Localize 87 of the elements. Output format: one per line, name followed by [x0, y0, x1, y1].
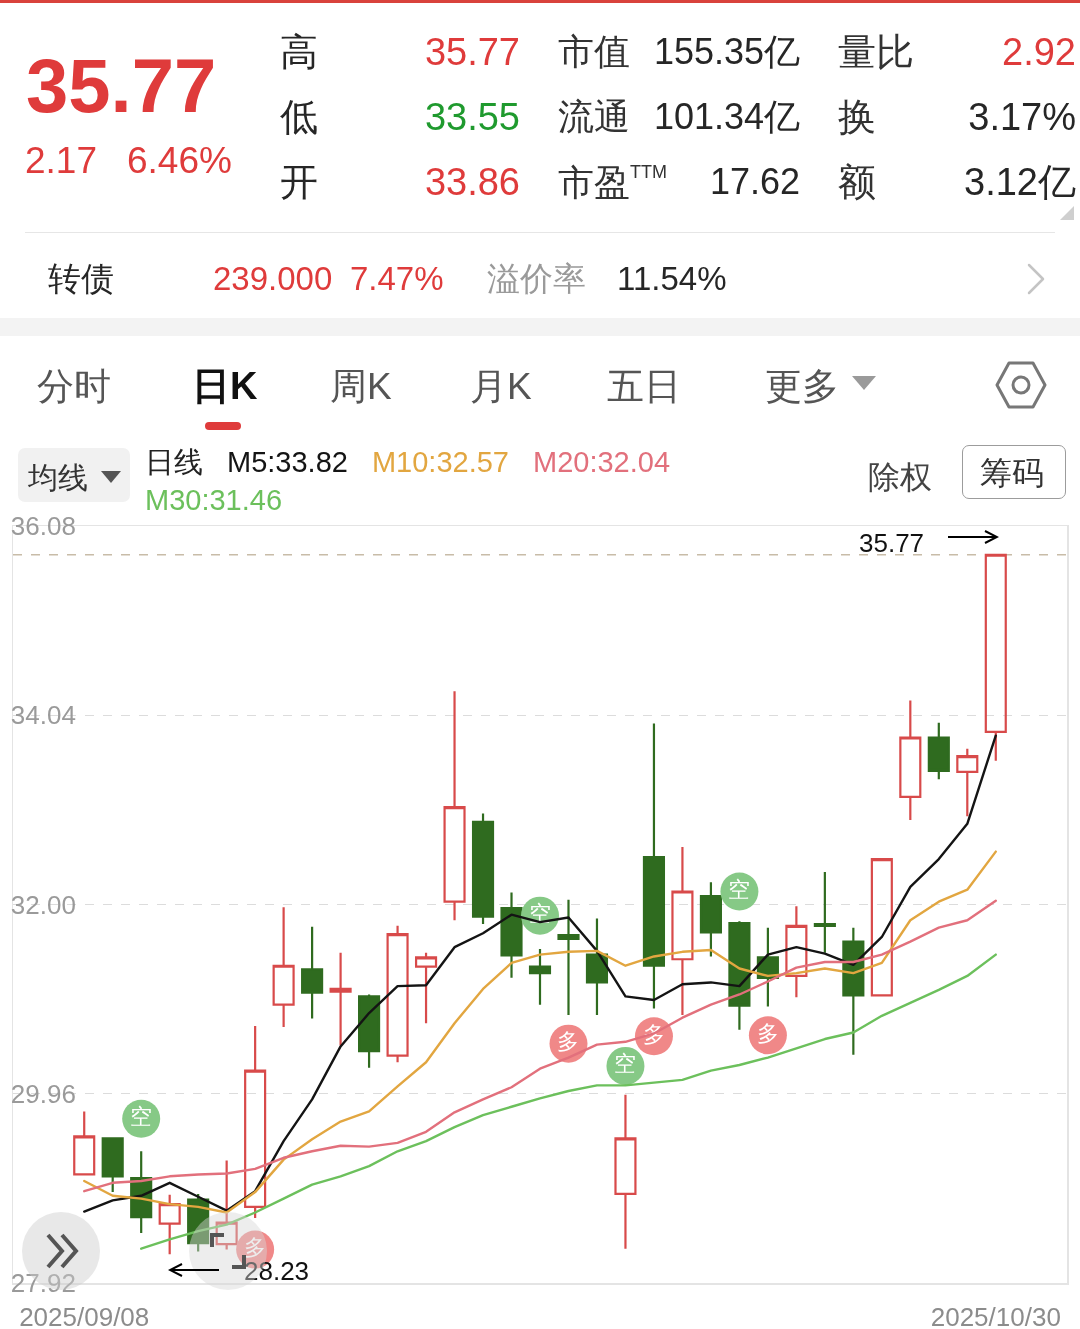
y-tick-label: 32.00 [10, 889, 76, 920]
text: 市值 [558, 31, 630, 72]
text: 分时 [37, 365, 111, 407]
y-tick-label: 34.04 [10, 700, 76, 731]
text: 35.77 [424, 31, 520, 73]
y-tick-label: 36.08 [10, 511, 76, 542]
text: 除权 [868, 459, 932, 495]
line-series [83, 899, 997, 1193]
candlestick [158, 1193, 181, 1256]
data-label: 空 [614, 1051, 637, 1077]
text: 额 [838, 161, 876, 203]
candlestick [813, 870, 836, 954]
candlestick [614, 1093, 637, 1250]
candlestick [671, 845, 694, 1016]
text: 33.86 [424, 161, 520, 203]
text: 五日 [607, 365, 681, 407]
text: 7.47% [350, 259, 444, 297]
candlestick [471, 812, 495, 926]
text: 溢价率 [487, 259, 586, 297]
text: 101.34亿 [653, 96, 800, 137]
text: 6.46% [127, 139, 232, 181]
candlestick [443, 690, 466, 922]
text: 低 [280, 96, 318, 138]
text: 流通 [558, 96, 630, 137]
y-tick-label: 29.96 [10, 1078, 76, 1109]
candlestick [500, 891, 523, 979]
candlestick [984, 553, 1007, 762]
candlestick [414, 951, 438, 1025]
text: 33.55 [424, 96, 520, 138]
text: M30:31.46 [145, 483, 283, 518]
text: M5:33.82 [227, 445, 348, 480]
x-tick-label: 2025/09/08 [19, 1301, 150, 1329]
candlestick [557, 898, 580, 1016]
x-tick-label: 2025/10/30 [930, 1301, 1061, 1329]
data-label: 空 [130, 1104, 153, 1130]
text: 17.62 [709, 161, 800, 202]
candlestick [728, 920, 751, 1031]
candlestick [73, 1110, 96, 1176]
candlestick [699, 881, 722, 958]
text: M10:32.57 [371, 445, 509, 480]
candlestick [956, 747, 979, 818]
text: 11.54% [617, 259, 727, 297]
y-tick-label: 27.92 [10, 1268, 76, 1299]
candlestick [244, 1024, 267, 1220]
legend-title: 日线 [145, 445, 203, 480]
candlestick [870, 857, 893, 997]
data-label: 多 [756, 1020, 779, 1046]
text: 2.92 [1002, 31, 1076, 73]
candlestick [528, 947, 552, 1006]
annotation: 35.77 [859, 528, 925, 558]
text: M20:32.04 [532, 445, 671, 480]
text: 3.17% [968, 96, 1076, 138]
candlestick [585, 917, 609, 1016]
text: 2.17 [25, 139, 98, 181]
line-series [83, 734, 997, 1213]
data-label: 空 [728, 877, 751, 903]
text: 转债 [48, 259, 114, 297]
candlestick [272, 906, 295, 1029]
text: 3.12亿 [964, 161, 1076, 203]
data-label: 多 [244, 1235, 267, 1261]
candlestick [358, 993, 381, 1069]
text: 239.000 [213, 259, 333, 297]
candlestick [899, 699, 922, 822]
text: 35.77 [26, 43, 217, 128]
candlestick [386, 924, 409, 1064]
text: 更多 [765, 365, 839, 407]
data-label: 空 [529, 901, 551, 927]
text: 筹码 [980, 455, 1044, 491]
candlestick [329, 951, 352, 1047]
candlestick [927, 721, 950, 781]
text: 月K [470, 365, 532, 407]
text: 开 [280, 161, 318, 203]
text: 换 [838, 96, 876, 138]
candlestick [301, 925, 324, 1020]
candlestick [642, 722, 666, 1010]
candlestick [842, 926, 865, 1056]
text: 155.35亿 [653, 31, 800, 72]
candlestick [785, 905, 808, 999]
text: 日K [192, 365, 258, 407]
text: 市盈$^{TTM}$ [558, 161, 667, 203]
text: 均线 [28, 461, 88, 494]
candlestick [101, 1137, 124, 1194]
text: 高 [280, 31, 318, 73]
line-series [83, 850, 997, 1214]
text: 量比 [838, 31, 914, 73]
data-label: 多 [557, 1029, 580, 1055]
text: 周K [330, 365, 392, 407]
